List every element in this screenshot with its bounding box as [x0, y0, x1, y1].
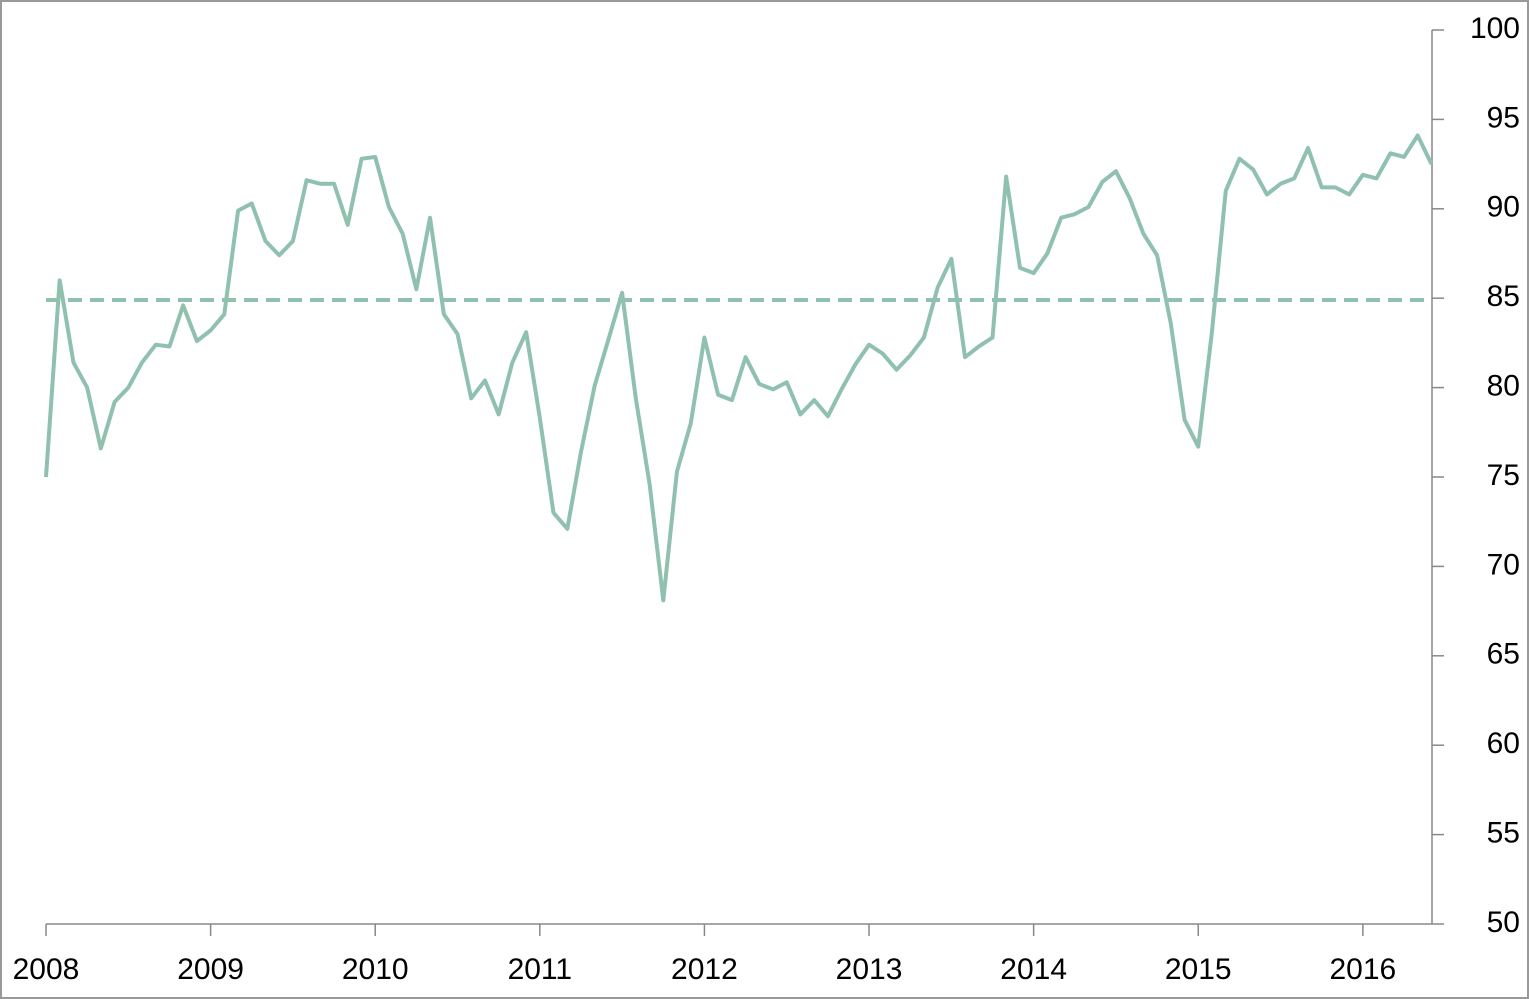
- x-tick-label: 2008: [13, 953, 80, 986]
- x-tick-label: 2013: [836, 953, 903, 986]
- y-tick-label: 90: [1487, 191, 1520, 224]
- y-tick-label: 80: [1487, 370, 1520, 403]
- data-line: [44, 133, 1434, 603]
- y-tick-label: 95: [1487, 101, 1520, 134]
- y-tick-label: 55: [1487, 817, 1520, 850]
- x-tick-label: 2009: [177, 953, 244, 986]
- x-tick-label: 2012: [671, 953, 738, 986]
- y-tick-label: 50: [1487, 906, 1520, 939]
- y-tick-label: 70: [1487, 548, 1520, 581]
- y-tick-label: 65: [1487, 638, 1520, 671]
- x-tick-label: 2011: [508, 953, 573, 986]
- x-tick-label: 2016: [1329, 953, 1396, 986]
- x-tick-label: 2014: [1000, 953, 1067, 986]
- x-tick-label: 2015: [1165, 953, 1232, 986]
- x-tick-label: 2010: [342, 953, 409, 986]
- y-tick-label: 100: [1470, 12, 1520, 45]
- y-tick-label: 85: [1487, 280, 1520, 313]
- y-tick-label: 75: [1487, 459, 1520, 492]
- y-tick-label: 60: [1487, 727, 1520, 760]
